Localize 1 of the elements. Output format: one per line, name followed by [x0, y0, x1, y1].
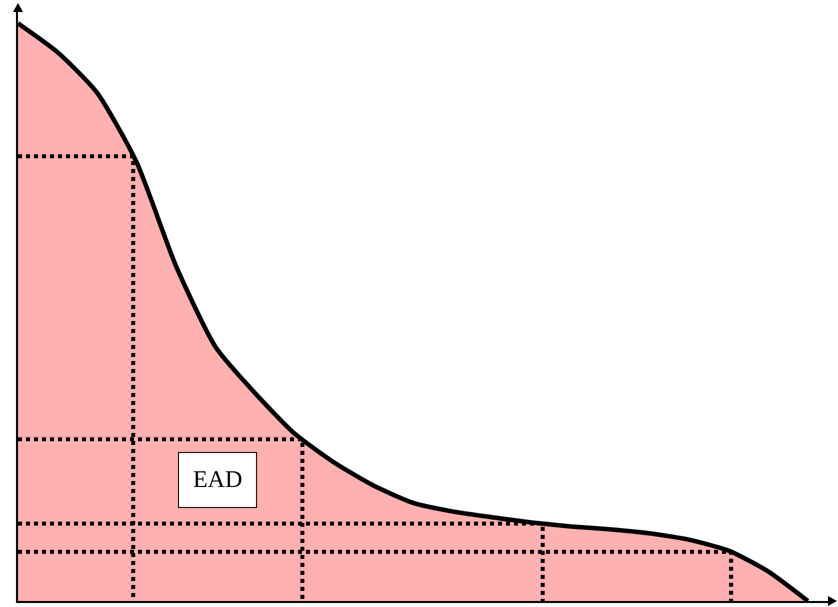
annotation: EAD: [193, 467, 242, 493]
